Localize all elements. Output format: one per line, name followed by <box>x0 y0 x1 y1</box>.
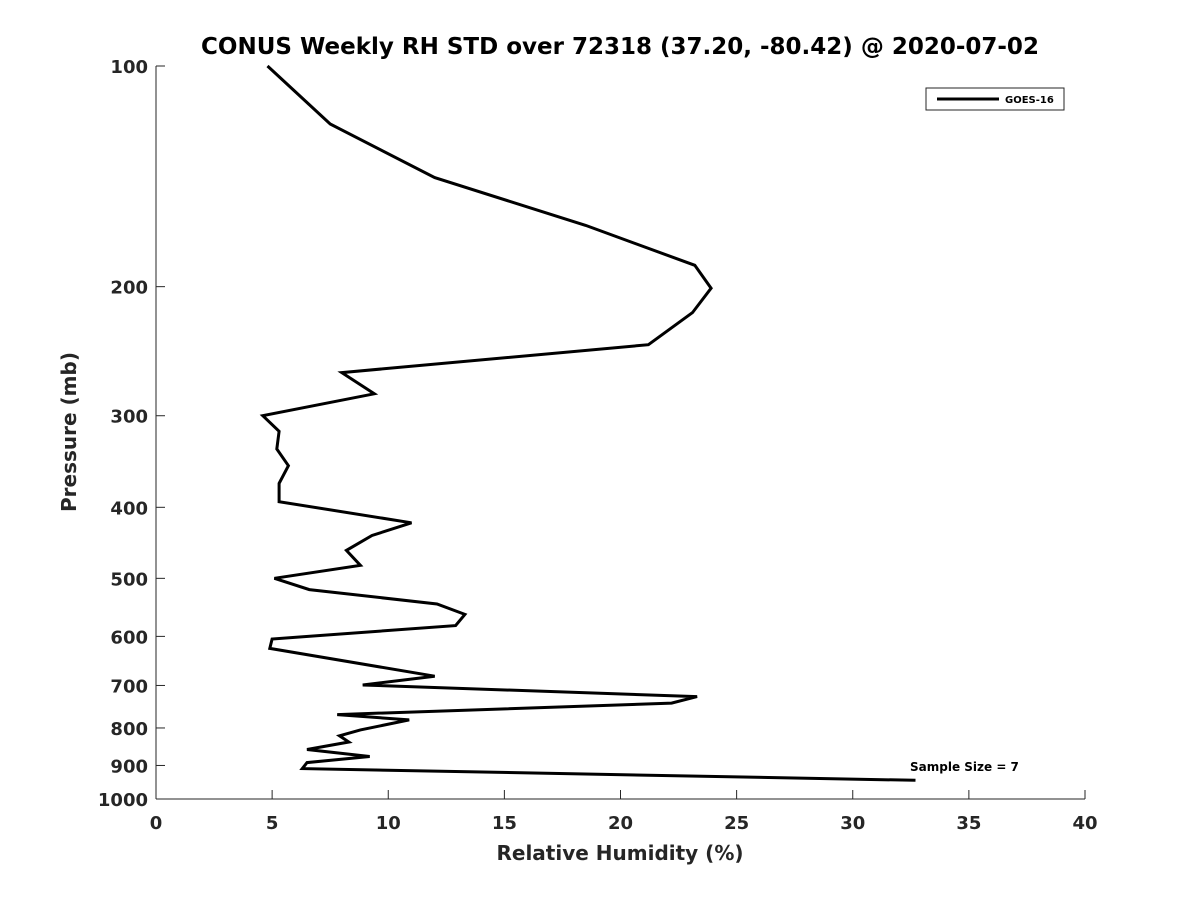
legend: GOES-16 <box>925 87 1065 111</box>
series-layer <box>259 64 916 782</box>
x-tick-label: 20 <box>608 813 633 834</box>
y-tick-label: 900 <box>110 756 148 777</box>
y-tick-label: 400 <box>110 498 148 519</box>
chart-title: CONUS Weekly RH STD over 72318 (37.20, -… <box>201 34 1039 60</box>
y-tick-label: 500 <box>110 569 148 590</box>
y-tick-label: 600 <box>110 627 148 648</box>
legend-entry-label: GOES-16 <box>1005 95 1054 106</box>
x-tick-label: 30 <box>840 813 865 834</box>
y-tick-label: 1000 <box>98 790 148 811</box>
y-tick-label: 100 <box>110 57 148 78</box>
y-tick-label: 800 <box>110 719 148 740</box>
x-ticks: 0 5 10 15 20 25 30 35 40 <box>150 790 1098 834</box>
x-tick-label: 15 <box>492 813 517 834</box>
y-ticks: 100 200 300 400 500 600 700 800 900 1000 <box>98 57 165 811</box>
y-tick-label: 200 <box>110 278 148 299</box>
y-axis-label: Pressure (mb) <box>57 352 81 512</box>
x-tick-label: 10 <box>376 813 401 834</box>
series-line-goes-16 <box>259 64 916 782</box>
x-tick-label: 40 <box>1072 813 1097 834</box>
y-tick-label: 700 <box>110 676 148 697</box>
x-tick-label: 25 <box>724 813 749 834</box>
y-tick-label: 300 <box>110 407 148 428</box>
x-axis-label: Relative Humidity (%) <box>496 841 743 865</box>
x-tick-label: 35 <box>956 813 981 834</box>
plot-area-frame <box>156 66 1085 799</box>
sample-size-annotation: Sample Size = 7 <box>910 760 1019 774</box>
x-tick-label: 5 <box>266 813 279 834</box>
x-tick-label: 0 <box>150 813 163 834</box>
